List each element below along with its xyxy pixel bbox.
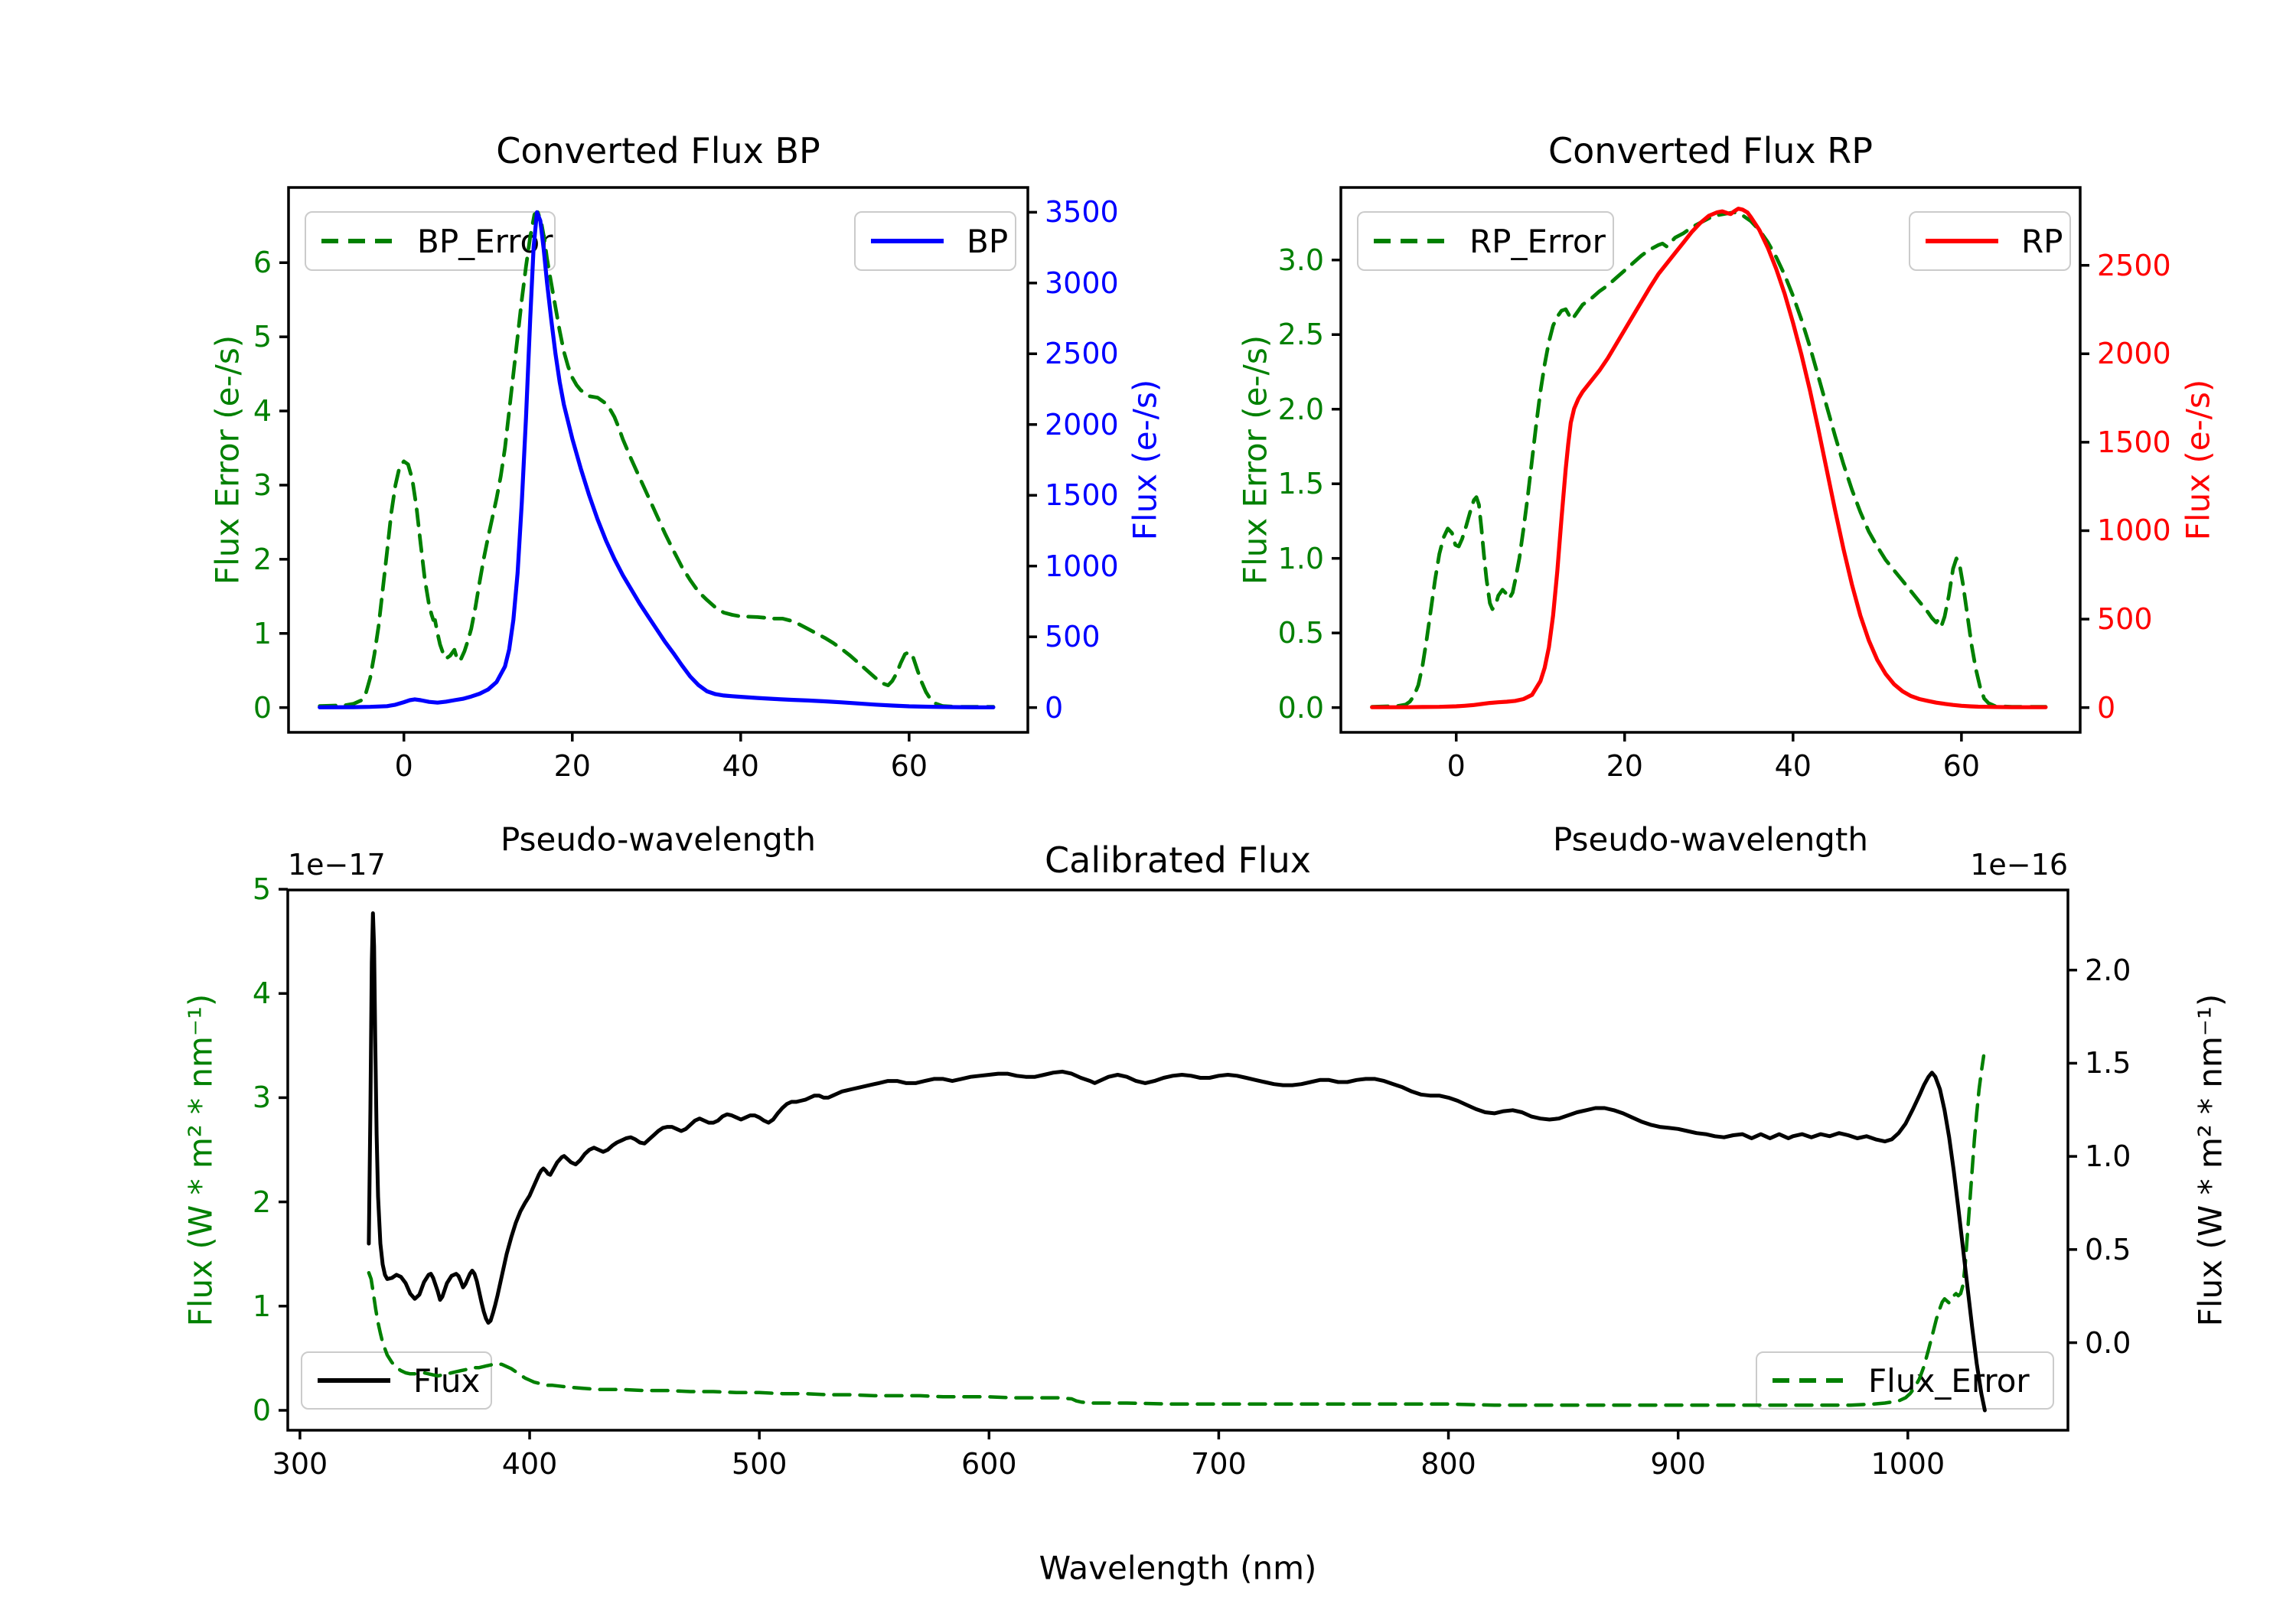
legend-label: Flux_Error bbox=[1868, 1361, 2030, 1400]
rp-right-ytick-label: 500 bbox=[2097, 602, 2153, 637]
legend-label: RP bbox=[2021, 222, 2063, 260]
cal-left-ytick-label: 3 bbox=[252, 1081, 271, 1115]
bp-left-ytick-label: 5 bbox=[253, 320, 272, 354]
bp-left-ytick-label: 2 bbox=[253, 542, 272, 576]
cal-axes-spines bbox=[286, 888, 2069, 1432]
bp-left-ytick-label: 6 bbox=[253, 246, 272, 280]
legend-bp-error: BP_Error bbox=[305, 211, 556, 271]
bp-right-ytick-label: 1000 bbox=[1045, 549, 1119, 583]
rp-axes-spines bbox=[1339, 186, 2082, 734]
rp-left-ytick-label: 2.0 bbox=[1277, 392, 1324, 426]
cal-right-ytick-label: 0.5 bbox=[2085, 1232, 2131, 1266]
cal-left-ytick-label: 4 bbox=[252, 976, 271, 1011]
bp-left-ytick-label: 0 bbox=[253, 690, 272, 725]
legend-label: RP_Error bbox=[1469, 222, 1606, 260]
cal-right-ytick-label: 0.0 bbox=[2085, 1325, 2131, 1360]
legend-flux: Flux bbox=[301, 1351, 492, 1410]
series-BP bbox=[318, 210, 996, 709]
bp-xtick-label: 0 bbox=[394, 749, 413, 783]
rp-right-ytick-label: 1000 bbox=[2097, 513, 2171, 548]
bp-right-ytick-label: 0 bbox=[1045, 690, 1064, 725]
cal-left-axis-offset: 1e−17 bbox=[288, 848, 386, 882]
bp-left-ytick-label: 4 bbox=[253, 394, 272, 429]
bp-right-ytick-label: 500 bbox=[1045, 620, 1101, 654]
rp-right-ytick-label: 2000 bbox=[2097, 337, 2171, 371]
bp-right-ytick-label: 1500 bbox=[1045, 478, 1119, 513]
cal-right-ytick-label: 2.0 bbox=[2085, 953, 2131, 987]
cal-left-ytick-label: 1 bbox=[252, 1289, 271, 1323]
flux-error-legend-line-icon bbox=[1773, 1378, 1845, 1383]
rp-left-ytick-label: 1.0 bbox=[1277, 541, 1324, 575]
cal-xaxis-label: Wavelength (nm) bbox=[1039, 1549, 1317, 1587]
cal-left-ytick-label: 2 bbox=[252, 1185, 271, 1219]
cal-xtick-label: 700 bbox=[1191, 1447, 1247, 1481]
bp-xaxis-label: Pseudo-wavelength bbox=[501, 820, 816, 859]
series-Flux bbox=[367, 911, 1987, 1413]
rp-right-ytick-label: 2500 bbox=[2097, 248, 2171, 282]
rp-right-ytick-label: 1500 bbox=[2097, 425, 2171, 459]
cal-plot-title: Calibrated Flux bbox=[1045, 839, 1311, 881]
bp-left-ytick-label: 1 bbox=[253, 616, 272, 650]
bp-error-legend-line-icon bbox=[321, 239, 394, 243]
bp-xtick-label: 40 bbox=[722, 749, 759, 783]
cal-left-ytick-label: 5 bbox=[252, 872, 271, 907]
series-Flux_Error bbox=[367, 1054, 1986, 1407]
cal-xtick-label: 500 bbox=[731, 1447, 788, 1481]
cal-xtick-label: 800 bbox=[1420, 1447, 1476, 1481]
rp-xaxis-label: Pseudo-wavelength bbox=[1553, 820, 1868, 859]
bp-right-ytick-label: 3500 bbox=[1045, 195, 1119, 230]
bp-xtick-label: 60 bbox=[890, 749, 928, 783]
rp-right-ytick-label: 0 bbox=[2097, 690, 2116, 725]
legend-label: Flux bbox=[413, 1361, 481, 1400]
rp-xtick-label: 60 bbox=[1942, 749, 1981, 783]
bp-right-ytick-label: 2500 bbox=[1045, 337, 1119, 371]
bp-right-ytick-label: 2000 bbox=[1045, 407, 1119, 442]
rp-left-ytick-label: 0.5 bbox=[1277, 616, 1324, 650]
legend-rp: RP bbox=[1909, 211, 2071, 271]
rp-left-ytick-label: 1.5 bbox=[1277, 467, 1324, 501]
rp-xtick-label: 0 bbox=[1446, 749, 1466, 783]
legend-flux-error: Flux_Error bbox=[1756, 1351, 2054, 1410]
cal-xtick-label: 600 bbox=[961, 1447, 1017, 1481]
legend-bp: BP bbox=[854, 211, 1016, 271]
legend-rp-error: RP_Error bbox=[1357, 211, 1614, 271]
rp-left-ytick-label: 2.5 bbox=[1277, 318, 1324, 352]
rp-left-ytick-label: 0.0 bbox=[1277, 690, 1324, 725]
rp-xtick-label: 20 bbox=[1606, 749, 1643, 783]
bp-left-ytick-label: 3 bbox=[253, 468, 272, 502]
cal-right-axis-offset: 1e−16 bbox=[1970, 848, 2068, 882]
bp-xtick-label: 20 bbox=[553, 749, 591, 783]
cal-xtick-label: 1000 bbox=[1870, 1447, 1945, 1481]
cal-right-ytick-label: 1.5 bbox=[2085, 1046, 2131, 1081]
rp-left-ytick-label: 3.0 bbox=[1277, 243, 1324, 277]
series-RP_Error bbox=[1370, 210, 2048, 709]
cal-right-ytick-label: 1.0 bbox=[2085, 1139, 2131, 1174]
legend-label: BP bbox=[967, 222, 1009, 260]
bp-legend-line-icon bbox=[871, 239, 944, 243]
rp-xtick-label: 40 bbox=[1774, 749, 1812, 783]
bp-axes-spines bbox=[287, 186, 1029, 734]
cal-xtick-label: 400 bbox=[501, 1447, 558, 1481]
series-BP_Error bbox=[318, 210, 996, 709]
bp-right-ytick-label: 3000 bbox=[1045, 266, 1119, 300]
rp-legend-line-icon bbox=[1926, 239, 1998, 243]
flux-legend-line-icon bbox=[318, 1378, 390, 1383]
cal-left-ytick-label: 0 bbox=[252, 1393, 271, 1427]
rp-error-legend-line-icon bbox=[1374, 239, 1446, 243]
rp-plot-title: Converted Flux RP bbox=[1548, 130, 1873, 171]
bp-plot-title: Converted Flux BP bbox=[496, 130, 820, 171]
cal-xtick-label: 300 bbox=[272, 1447, 328, 1481]
series-RP bbox=[1370, 207, 2048, 709]
cal-xtick-label: 900 bbox=[1650, 1447, 1706, 1481]
